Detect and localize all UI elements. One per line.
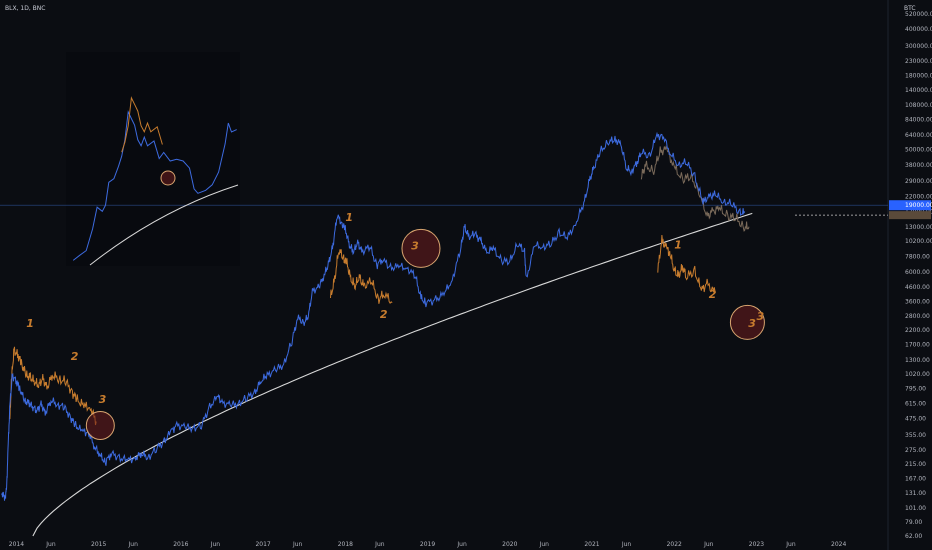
x-tick-label: Jun <box>785 541 796 548</box>
x-tick-label: Jun <box>210 541 221 548</box>
y-tick-label: 7800.00 <box>905 254 930 261</box>
x-tick-label: 2015 <box>91 541 106 548</box>
fractal-overlay-ghost <box>640 145 750 232</box>
wave-label: 1 <box>345 211 353 224</box>
highlight-2015 <box>85 410 115 440</box>
x-tick-label: 2019 <box>420 541 435 548</box>
fractal-overlay-2022 <box>657 234 716 294</box>
x-tick-label: 2020 <box>502 541 517 548</box>
y-tick-label: 29000.00 <box>905 178 932 185</box>
highlight-2022 <box>729 304 765 340</box>
y-tick-label: 475.00 <box>905 415 926 422</box>
inset-fractal-line <box>121 96 163 153</box>
y-tick-label: 1020.00 <box>905 371 930 378</box>
fractal-overlay-2014 <box>9 346 97 426</box>
y-tick-label: 10200.00 <box>905 238 932 245</box>
y-tick-label: 615.00 <box>905 400 926 407</box>
price-line <box>1 131 746 501</box>
x-tick-label: Jun <box>45 541 56 548</box>
highlight-inset <box>160 170 176 186</box>
highlight-markers <box>85 170 765 440</box>
regression-band <box>0 204 888 537</box>
x-tick-label: 2023 <box>749 541 764 548</box>
regression-line <box>32 212 753 537</box>
y-tick-label: 4600.00 <box>905 284 930 291</box>
y-tick-label: 140000.00 <box>905 87 932 94</box>
current-price-tag-text: 19000.00 <box>905 202 932 209</box>
current-price-tag: 19000.00 <box>889 200 932 220</box>
x-tick-label: Jun <box>456 541 467 548</box>
wave-label: 1 <box>26 317 34 330</box>
regression-price-tag <box>889 211 931 220</box>
x-tick-label: Jun <box>703 541 714 548</box>
x-tick-label: Jun <box>128 541 139 548</box>
x-tick-label: 2021 <box>584 541 599 548</box>
y-axis[interactable]: 520000.00 400000.00 300000.00 230000.00 1800… <box>887 0 932 550</box>
y-tick-label: 131.00 <box>905 490 926 497</box>
y-tick-label: 79.00 <box>905 519 922 526</box>
y-tick-label: 13000.00 <box>905 224 932 231</box>
inset-price-line <box>72 110 237 261</box>
wave-label: 2 <box>380 308 388 321</box>
x-axis[interactable]: 2014 Jun 2015 Jun 2016 Jun 2017 Jun 2018 Jun 2019 J… <box>9 541 847 548</box>
wave-label: 3 <box>99 393 107 406</box>
currency-label: BTC <box>904 5 916 12</box>
y-tick-label: 38000.00 <box>905 162 932 169</box>
y-tick-label: 215.00 <box>905 461 926 468</box>
y-tick-label: 84000.00 <box>905 116 932 123</box>
current-price-tag-bg <box>889 200 931 211</box>
y-tick-label: 50000.00 <box>905 146 932 153</box>
symbol-label: BLX, 1D, BNC <box>5 5 45 12</box>
y-tick-label: 2800.00 <box>905 313 930 320</box>
y-tick-label: 22000.00 <box>905 194 932 201</box>
fractal-overlays <box>9 145 750 426</box>
y-tick-label: 230000.00 <box>905 58 932 65</box>
x-tick-label: 2018 <box>338 541 353 548</box>
wave-label: 3 <box>411 240 419 253</box>
x-tick-label: 2016 <box>173 541 188 548</box>
y-tick-label: 400000.00 <box>905 26 932 33</box>
y-tick-label: 180000.00 <box>905 72 932 79</box>
y-tick-label: 167.00 <box>905 476 926 483</box>
x-tick-label: Jun <box>292 541 303 548</box>
y-tick-label: 795.00 <box>905 386 926 393</box>
y-tick-label: 62.00 <box>905 533 922 540</box>
y-tick-label: 6000.00 <box>905 269 930 276</box>
y-tick-label: 275.00 <box>905 447 926 454</box>
y-tick-label: 64000.00 <box>905 132 932 139</box>
wave-label: 2 <box>71 350 79 363</box>
x-tick-label: Jun <box>539 541 550 548</box>
y-tick-label: 101.00 <box>905 505 926 512</box>
x-tick-label: 2024 <box>831 541 846 548</box>
x-tick-label: 2017 <box>255 541 270 548</box>
inset-regression-line <box>89 184 239 266</box>
y-tick-label: 520000.00 <box>905 11 932 18</box>
fractal-overlay-2018 <box>330 249 393 304</box>
inset-fractal <box>72 96 239 266</box>
x-tick-label: Jun <box>621 541 632 548</box>
y-tick-label: 300000.00 <box>905 43 932 50</box>
x-tick-label: 2022 <box>667 541 682 548</box>
y-tick-label: 2200.00 <box>905 327 930 334</box>
y-tick-label: 3600.00 <box>905 298 930 305</box>
y-tick-label: 108000.00 <box>905 102 932 109</box>
y-tick-label: 1700.00 <box>905 342 930 349</box>
wave-label: 3 <box>748 317 756 330</box>
y-tick-label: 355.00 <box>905 432 926 439</box>
wave-label: 3 <box>756 310 764 323</box>
highlight-2018 <box>401 228 441 268</box>
x-tick-label: Jun <box>374 541 385 548</box>
wave-label: 2 <box>709 288 717 301</box>
price-series <box>1 131 746 501</box>
inset-panel <box>66 52 240 266</box>
wave-label: 1 <box>674 238 682 251</box>
x-tick-label: 2014 <box>9 541 24 548</box>
y-tick-label: 1300.00 <box>905 357 930 364</box>
